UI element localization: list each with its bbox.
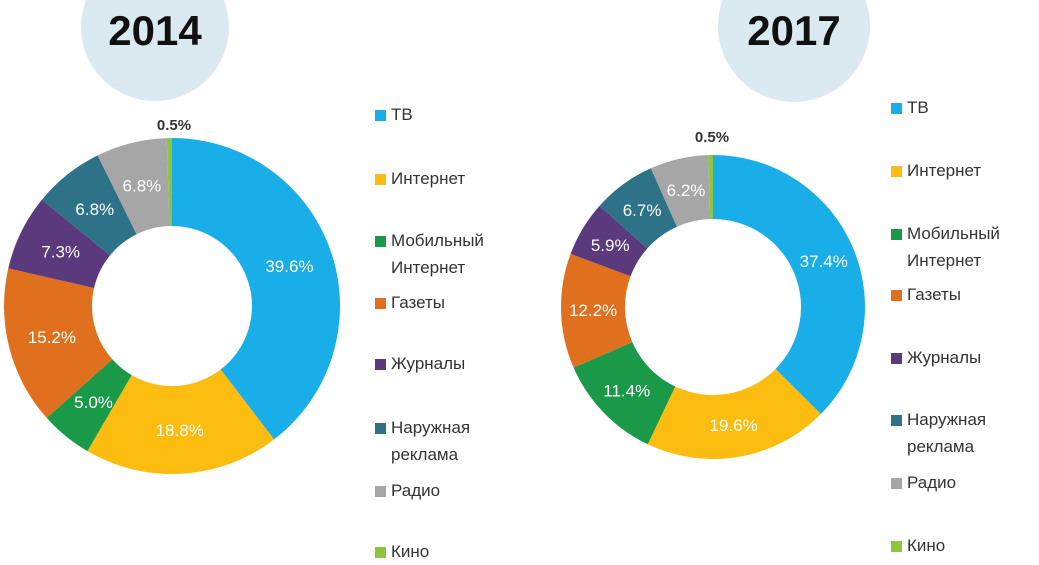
- legend-item-tv: ТВ: [375, 101, 515, 128]
- slice-label-newspapers: 15.2%: [28, 328, 76, 347]
- legend-item-radio: Радио: [375, 477, 515, 504]
- year-badge-2017: [718, 0, 870, 102]
- slice-radio: [97, 138, 170, 235]
- legend-item-magazines: Журналы: [891, 344, 1031, 371]
- slice-cinema: [166, 138, 172, 227]
- slice-label-radio: 6.8%: [123, 177, 162, 196]
- legend-item-mobile-internet: Мобильный Интернет: [891, 220, 1031, 274]
- legend-swatch-internet: [375, 174, 386, 185]
- legend-swatch-magazines: [891, 353, 902, 364]
- legend-swatch-cinema: [891, 541, 902, 552]
- legend-item-outdoor: Наружная реклама: [375, 414, 515, 468]
- legend-swatch-mobile-internet: [375, 236, 386, 247]
- slice-label-mobile-internet: 11.4%: [603, 381, 650, 400]
- legend-item-magazines: Журналы: [375, 350, 515, 377]
- slice-label-cinema: 0.5%: [157, 117, 191, 134]
- legend-swatch-outdoor: [891, 415, 902, 426]
- legend-label-radio: Радио: [391, 481, 441, 500]
- legend-swatch-tv: [891, 103, 902, 114]
- slice-magazines: [570, 205, 648, 277]
- slice-label-magazines: 7.3%: [41, 242, 80, 261]
- slice-label-tv: 39.6%: [265, 257, 313, 276]
- legend-swatch-cinema: [375, 547, 386, 558]
- slice-radio: [650, 155, 711, 227]
- legend-label-internet: Интернет: [391, 169, 466, 188]
- slice-label-magazines: 5.9%: [591, 236, 630, 255]
- slice-label-tv: 37.4%: [800, 252, 848, 271]
- slice-label-cinema: 0.5%: [695, 129, 729, 146]
- legend-label-magazines: Журналы: [907, 348, 982, 367]
- slice-label-outdoor: 6.7%: [623, 201, 662, 220]
- legend-swatch-radio: [375, 486, 386, 497]
- legend-swatch-newspapers: [891, 290, 902, 301]
- legend-item-newspapers: Газеты: [891, 281, 1031, 308]
- legend-label-outdoor: Наружная реклама: [907, 410, 987, 456]
- slice-newspapers: [561, 253, 633, 368]
- slice-newspapers: [3, 268, 113, 418]
- slice-mobile-internet: [46, 359, 132, 452]
- legend-label-tv: ТВ: [391, 105, 413, 124]
- legend-label-magazines: Журналы: [391, 354, 466, 373]
- slice-tv: [713, 155, 865, 415]
- legend-label-outdoor: Наружная реклама: [391, 418, 471, 464]
- slice-outdoor: [41, 155, 137, 256]
- legend-item-cinema: Кино: [375, 538, 515, 565]
- slice-label-internet: 19.6%: [710, 416, 758, 435]
- slice-label-newspapers: 12.2%: [569, 301, 617, 320]
- slice-tv: [172, 138, 340, 440]
- slice-mobile-internet: [573, 342, 676, 445]
- legend-label-mobile-internet: Мобильный Интернет: [907, 224, 1000, 270]
- legend-label-cinema: Кино: [391, 542, 430, 561]
- chart-title: 2014: [108, 7, 202, 54]
- slice-label-internet: 18.8%: [156, 421, 204, 440]
- year-badge-2014: [81, 0, 229, 101]
- slice-outdoor: [599, 168, 678, 249]
- slice-label-radio: 6.2%: [667, 181, 706, 200]
- legend-swatch-newspapers: [375, 298, 386, 309]
- slice-label-mobile-internet: 5.0%: [74, 393, 113, 412]
- slice-magazines: [8, 199, 111, 289]
- legend-label-newspapers: Газеты: [391, 293, 446, 312]
- legend-label-internet: Интернет: [907, 161, 982, 180]
- slice-cinema: [708, 155, 713, 220]
- legend-item-tv: ТВ: [891, 94, 1031, 121]
- slice-internet: [647, 368, 821, 459]
- slice-internet: [87, 369, 275, 474]
- legend-label-newspapers: Газеты: [907, 285, 962, 304]
- legend-item-internet: Интернет: [375, 165, 515, 192]
- legend-item-radio: Радио: [891, 469, 1031, 496]
- legend-swatch-mobile-internet: [891, 229, 902, 240]
- donut-chart-2014: 2014 39.6% 18.8% 5.0% 15.2% 7.3% 6.8% 6.8% 0.5%: [3, 0, 340, 474]
- legend-swatch-outdoor: [375, 423, 386, 434]
- legend-item-mobile-internet: Мобильный Интернет: [375, 227, 515, 281]
- legend-swatch-internet: [891, 166, 902, 177]
- slice-label-outdoor: 6.8%: [75, 200, 114, 219]
- legend-label-cinema: Кино: [907, 536, 946, 555]
- legend-label-mobile-internet: Мобильный Интернет: [391, 231, 484, 277]
- legend-swatch-tv: [375, 110, 386, 121]
- legend-swatch-magazines: [375, 359, 386, 370]
- donut-chart-2017: 2017 37.4% 19.6% 11.4% 12.2% 5.9% 6.7% 6.2% 0.5%: [561, 0, 870, 459]
- legend-item-internet: Интернет: [891, 157, 1031, 184]
- legend-swatch-radio: [891, 478, 902, 489]
- legend-label-tv: ТВ: [907, 98, 929, 117]
- chart-title: 2017: [747, 7, 840, 54]
- legend-item-cinema: Кино: [891, 532, 1031, 559]
- legend-item-newspapers: Газеты: [375, 289, 515, 316]
- legend-label-radio: Радио: [907, 473, 957, 492]
- legend-item-outdoor: Наружная реклама: [891, 406, 1031, 460]
